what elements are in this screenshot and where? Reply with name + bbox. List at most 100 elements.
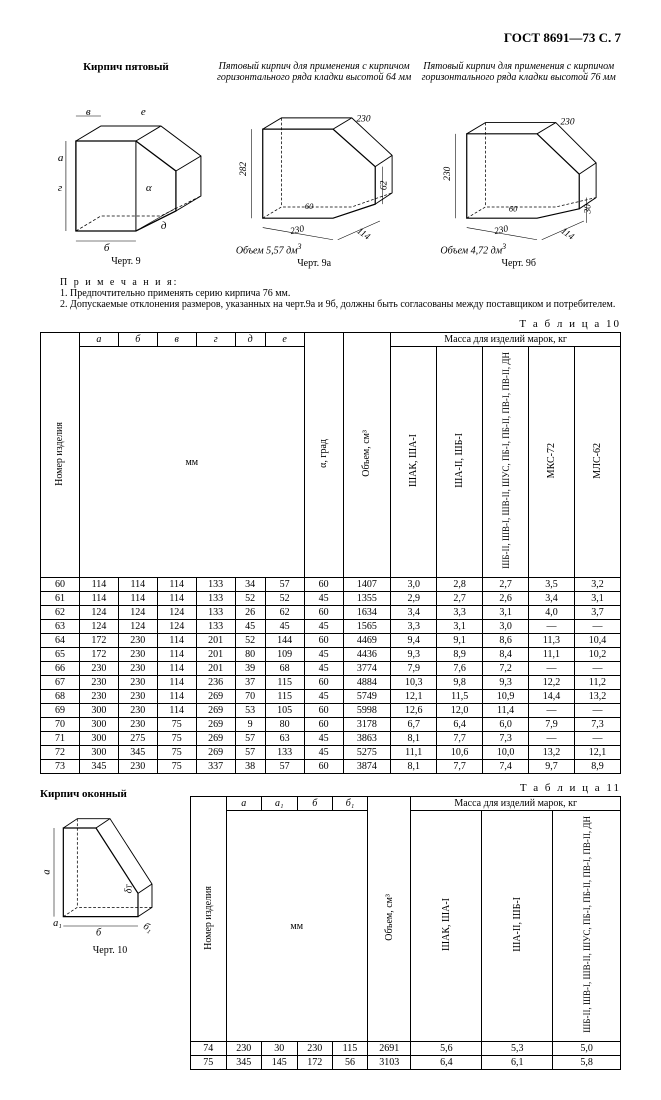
table-cell: 68 <box>41 690 80 704</box>
table-cell: 3,5 <box>529 578 575 592</box>
t10-mass-head: Масса для изделий марок, кг <box>391 333 621 347</box>
table-cell: 8,9 <box>437 648 483 662</box>
table-row: 733452307533738576038748,17,77,49,78,9 <box>41 760 621 774</box>
table-cell: 4,0 <box>529 606 575 620</box>
table-cell: 114 <box>157 634 196 648</box>
table-row: 72300345752695713345527511,110,610,013,2… <box>41 746 621 760</box>
t10-col-a: а <box>79 333 118 347</box>
table-cell: 115 <box>265 676 304 690</box>
table-cell: 230 <box>79 662 118 676</box>
table-cell: 3,3 <box>391 620 437 634</box>
figure-9: Кирпич пятовый г в е б д α <box>40 61 212 269</box>
table-cell: 71 <box>41 732 80 746</box>
t11-col-b1: б₁ <box>333 797 368 811</box>
table-cell: 230 <box>297 1041 333 1055</box>
table-cell: 52 <box>235 634 265 648</box>
table-cell: 230 <box>118 760 157 774</box>
table-cell: 11,2 <box>574 676 620 690</box>
table-cell: 52 <box>265 592 304 606</box>
table-cell: 9,1 <box>437 634 483 648</box>
table-cell: 300 <box>79 746 118 760</box>
table-cell: 60 <box>304 634 343 648</box>
table-cell: 10,2 <box>574 648 620 662</box>
table-cell: 3,4 <box>391 606 437 620</box>
table-cell: 300 <box>79 732 118 746</box>
table-row: 693002301142695310560599812,612,011,4—— <box>41 704 621 718</box>
table-cell: 69 <box>41 704 80 718</box>
table-cell: 115 <box>333 1041 368 1055</box>
fig9-caption: Черт. 9 <box>44 256 208 267</box>
table-cell: 345 <box>118 746 157 760</box>
t10-m4: МЛС-62 <box>590 439 605 483</box>
table-row: 6111411411413352524513552,92,72,63,43,1 <box>41 592 621 606</box>
table-cell: 269 <box>196 746 235 760</box>
t10-m1: ША-II, ШБ-I <box>452 429 467 492</box>
table-cell: 73 <box>41 760 80 774</box>
table-cell: 66 <box>41 662 80 676</box>
table-cell: 133 <box>196 620 235 634</box>
table-cell: 133 <box>265 746 304 760</box>
table-cell: 10,0 <box>483 746 529 760</box>
note-1: 1. Предпочтительно применять серию кирпи… <box>60 288 290 299</box>
table-cell: 80 <box>235 648 265 662</box>
table-cell: — <box>529 732 575 746</box>
table-cell: 114 <box>157 704 196 718</box>
svg-text:62: 62 <box>379 180 389 190</box>
table-cell: 114 <box>157 662 196 676</box>
table-cell: 7,6 <box>437 662 483 676</box>
table-cell: 8,1 <box>391 760 437 774</box>
table-cell: 144 <box>265 634 304 648</box>
table-cell: 10,6 <box>437 746 483 760</box>
t11-m0: ШАК, ША-I <box>439 894 454 955</box>
table-cell: 45 <box>304 690 343 704</box>
table-cell: 5,3 <box>482 1041 553 1055</box>
table-row: 6623023011420139684537747,97,67,2—— <box>41 662 621 676</box>
fig10-caption: Черт. 10 <box>40 945 180 956</box>
svg-text:а₁: а₁ <box>53 918 62 929</box>
table-cell: 11,4 <box>483 704 529 718</box>
svg-text:е: е <box>141 106 146 118</box>
svg-text:д: д <box>161 220 167 232</box>
table-cell: 172 <box>297 1055 333 1069</box>
svg-text:230: 230 <box>494 224 510 237</box>
table-cell: 10,3 <box>391 676 437 690</box>
table-cell: 115 <box>265 690 304 704</box>
table-cell: 109 <box>265 648 304 662</box>
table-cell: 45 <box>304 648 343 662</box>
figures-row: Кирпич пятовый г в е б д α <box>40 61 621 269</box>
table-cell: 6,7 <box>391 718 437 732</box>
table-cell: 5,0 <box>553 1041 621 1055</box>
table-cell: 45 <box>304 732 343 746</box>
svg-text:в: в <box>86 106 91 118</box>
table-cell: 345 <box>79 760 118 774</box>
table-cell: 74 <box>191 1041 227 1055</box>
table-row: 753451451725631036,46,15,8 <box>191 1055 621 1069</box>
table-cell: 275 <box>118 732 157 746</box>
t11-col-a1: а₁ <box>262 797 298 811</box>
table-cell: 300 <box>79 718 118 732</box>
table-cell: 13,2 <box>574 690 620 704</box>
table-cell: 7,7 <box>437 760 483 774</box>
table-cell: 45 <box>235 620 265 634</box>
table-cell: 172 <box>79 648 118 662</box>
table-cell: 2,7 <box>483 578 529 592</box>
table-cell: 14,4 <box>529 690 575 704</box>
table-cell: 52 <box>235 592 265 606</box>
table-cell: 133 <box>196 578 235 592</box>
table-cell: 60 <box>41 578 80 592</box>
fig9a-svg: 282 230 230 114 62 60 <box>216 101 413 251</box>
table-cell: 124 <box>79 606 118 620</box>
table-cell: 3,7 <box>574 606 620 620</box>
table-cell: 3,1 <box>437 620 483 634</box>
table-cell: 45 <box>304 662 343 676</box>
table-cell: 12,2 <box>529 676 575 690</box>
table-cell: 345 <box>226 1055 262 1069</box>
t10-num: Номер изделия <box>52 418 67 490</box>
table-cell: 5998 <box>343 704 391 718</box>
table-cell: 5749 <box>343 690 391 704</box>
table-row: 713002757526957634538638,17,77,3—— <box>41 732 621 746</box>
table-cell: 230 <box>118 662 157 676</box>
table-row: 64172230114201521446044699,49,18,611,310… <box>41 634 621 648</box>
table-cell: 6,1 <box>482 1055 553 1069</box>
figure-9a: Пятовый кирпич для применения с кирпичом… <box>212 61 417 269</box>
